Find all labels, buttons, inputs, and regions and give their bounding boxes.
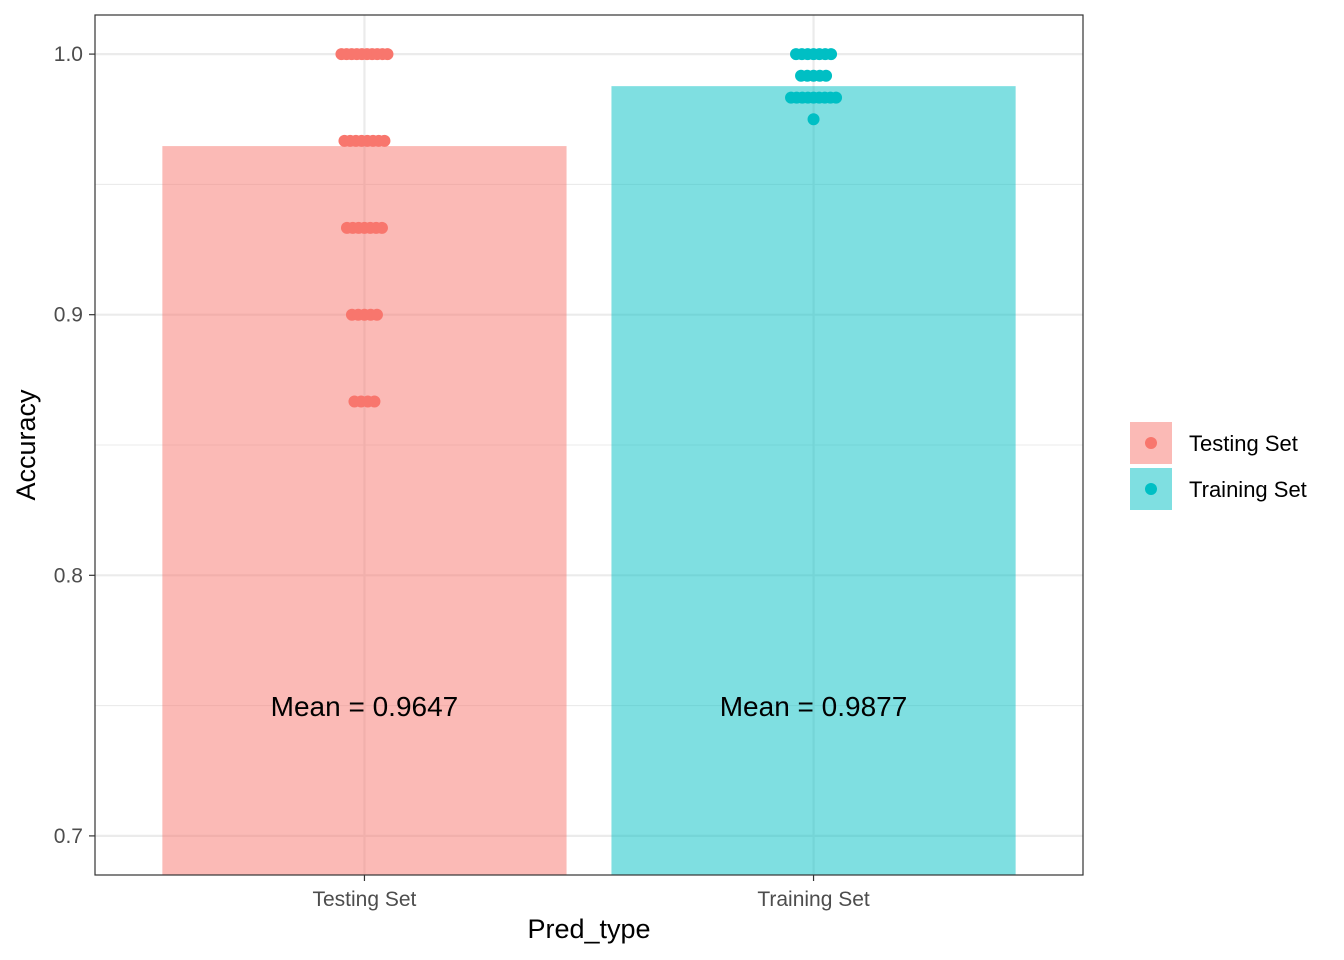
bars — [162, 86, 1016, 876]
mean-annotations: Mean = 0.9647 Mean = 0.9877 — [271, 691, 908, 722]
data-point — [807, 113, 820, 126]
x-tick-label: Testing Set — [313, 888, 417, 911]
legend-key-point — [1145, 483, 1157, 495]
bar-training-set — [611, 86, 1016, 876]
plot-border — [94, 14, 1084, 876]
data-point — [381, 48, 394, 61]
y-axis-title: Accuracy — [11, 389, 41, 501]
data-point — [825, 48, 838, 61]
y-tick-label: 0.9 — [54, 304, 83, 327]
legend: Testing Set Training Set — [1130, 422, 1307, 510]
mean-label: Mean = 0.9647 — [271, 691, 459, 722]
legend-label: Training Set — [1189, 477, 1307, 502]
x-axis: Testing Set Training Set — [313, 875, 870, 911]
legend-label: Testing Set — [1189, 431, 1298, 456]
data-point — [378, 134, 391, 147]
y-tick-label: 0.8 — [54, 564, 83, 587]
bar-testing-set — [162, 146, 567, 876]
y-axis: 0.7 0.8 0.9 1.0 — [54, 43, 95, 848]
y-tick-label: 1.0 — [54, 43, 83, 66]
data-point — [370, 308, 383, 321]
y-tick-label: 0.7 — [54, 825, 83, 848]
mean-label: Mean = 0.9877 — [720, 691, 908, 722]
data-point — [375, 221, 388, 234]
data-points — [335, 48, 843, 408]
data-point — [820, 69, 833, 82]
data-point — [830, 91, 843, 104]
x-tick-label: Training Set — [757, 888, 870, 911]
x-axis-title: Pred_type — [527, 914, 650, 944]
data-point — [368, 395, 381, 408]
legend-key-point — [1145, 437, 1157, 449]
